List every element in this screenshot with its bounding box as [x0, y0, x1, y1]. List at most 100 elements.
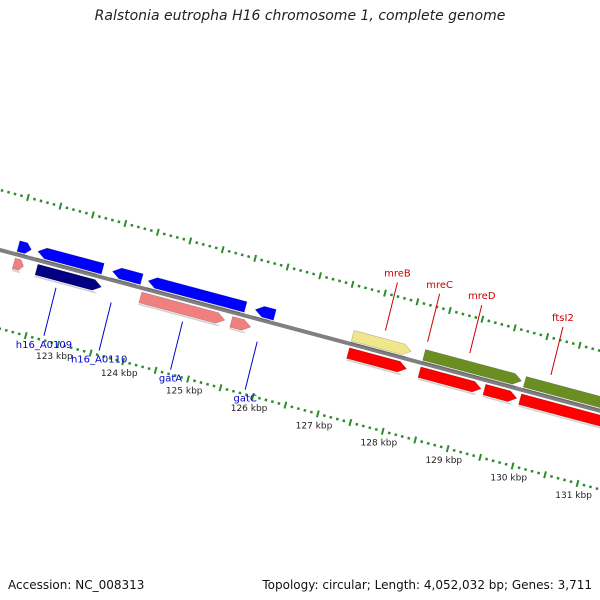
- tick-mark-inner: [69, 346, 73, 350]
- tick-mark-inner: [407, 436, 411, 440]
- tick-mark-inner: [160, 370, 164, 374]
- tick-mark-inner: [37, 337, 41, 341]
- tick-mark-inner: [128, 361, 132, 365]
- tick-mark-outer: [45, 201, 49, 205]
- gene-shadow: [16, 252, 28, 257]
- kbp-label: 129 kbp: [425, 456, 462, 466]
- tick-mark-outer: [474, 315, 478, 319]
- tick-mark-inner: [595, 487, 599, 491]
- tick-mark-inner: [218, 384, 223, 392]
- tick-mark-inner: [88, 349, 93, 357]
- tick-mark-outer: [58, 202, 63, 210]
- tick-mark-inner: [498, 461, 502, 465]
- tick-mark-outer: [52, 202, 56, 206]
- tick-mark-inner: [465, 452, 469, 456]
- tick-mark-outer: [84, 211, 88, 215]
- tick-mark-outer: [565, 340, 569, 344]
- tick-mark-outer: [512, 324, 517, 332]
- tick-mark-outer: [558, 338, 562, 342]
- tick-mark-outer: [39, 199, 43, 203]
- gene-label: gatA: [159, 374, 182, 385]
- gene-label: h16_A0110: [71, 355, 127, 366]
- tick-mark-inner: [264, 398, 268, 402]
- tick-mark-inner: [400, 434, 404, 438]
- gene-shadow: [110, 277, 137, 286]
- tick-mark-outer: [389, 293, 394, 297]
- gene-arrow: [11, 257, 24, 271]
- gene-shadow: [417, 378, 476, 396]
- tick-mark-outer: [220, 245, 225, 254]
- tick-mark-inner: [173, 374, 177, 378]
- tick-mark-outer: [104, 216, 108, 220]
- gene-arrow: [111, 267, 144, 285]
- gene-leader-line: [469, 304, 483, 354]
- kbp-label: 128 kbp: [361, 439, 398, 449]
- gene-leader-line: [384, 282, 398, 331]
- tick-mark-inner: [238, 391, 242, 395]
- kbp-label: 130 kbp: [490, 474, 527, 484]
- tick-layer: [0, 188, 600, 491]
- tick-mark-outer: [292, 267, 296, 271]
- gene-label: mreD: [468, 291, 496, 302]
- tick-mark-inner: [374, 427, 378, 432]
- tick-mark-outer: [78, 209, 82, 213]
- gene-arrow: [37, 247, 105, 275]
- tick-mark-inner: [530, 469, 534, 473]
- tick-mark-inner: [303, 408, 307, 412]
- tick-mark-inner: [290, 405, 294, 409]
- tick-mark-inner: [543, 471, 547, 479]
- tick-mark-outer: [169, 234, 173, 238]
- tick-mark-inner: [43, 339, 47, 343]
- gene-leader-line: [427, 293, 441, 342]
- tick-mark-outer: [188, 237, 193, 245]
- tick-mark-inner: [102, 354, 106, 358]
- tick-mark-inner: [23, 331, 28, 340]
- tick-mark-inner: [244, 393, 248, 397]
- kbp-label: 123 kbp: [36, 352, 73, 362]
- tick-mark-inner: [433, 443, 437, 447]
- gene-arrow: [34, 263, 102, 291]
- tick-mark-outer: [240, 253, 244, 257]
- tick-mark-outer: [344, 281, 348, 285]
- tick-mark-outer: [155, 228, 160, 236]
- tick-mark-outer: [591, 347, 595, 351]
- gene-leader-line: [550, 326, 564, 375]
- tick-mark-inner: [63, 344, 67, 348]
- tick-mark-outer: [577, 341, 582, 349]
- tick-mark-outer: [97, 215, 101, 219]
- kbp-label: 127 kbp: [296, 421, 333, 431]
- tick-mark-inner: [413, 436, 418, 444]
- tick-mark-inner: [491, 459, 495, 463]
- tick-mark-outer: [0, 188, 4, 193]
- topology-text: Topology: circular; Length: 4,052,032 bp…: [262, 578, 592, 592]
- tick-mark-outer: [279, 263, 283, 267]
- tick-mark-outer: [552, 336, 556, 340]
- tick-mark-outer: [571, 342, 575, 346]
- gene-shadow: [34, 275, 96, 294]
- tick-mark-inner: [4, 328, 8, 332]
- tick-mark-outer: [480, 315, 485, 323]
- tick-mark-inner: [141, 365, 145, 369]
- kbp-label: 126 kbp: [231, 404, 268, 414]
- tick-mark-inner: [180, 375, 184, 379]
- backbone-layer: [0, 247, 600, 413]
- gene-shadow: [522, 387, 600, 410]
- tick-mark-outer: [409, 298, 413, 302]
- tick-mark-outer: [526, 329, 530, 333]
- tick-mark-outer: [201, 242, 205, 246]
- tick-mark-inner: [205, 382, 210, 386]
- tick-mark-outer: [415, 298, 420, 306]
- tick-mark-outer: [500, 322, 504, 326]
- tick-mark-inner: [485, 457, 489, 461]
- gene-arrow: [518, 393, 600, 427]
- tick-mark-inner: [231, 389, 236, 393]
- gene-arrow: [229, 316, 252, 331]
- tick-mark-outer: [26, 193, 30, 202]
- gene-shadow: [350, 341, 406, 358]
- tick-mark-inner: [108, 356, 112, 360]
- tick-mark-inner: [50, 341, 54, 345]
- tick-mark-inner: [322, 414, 326, 418]
- tick-mark-outer: [6, 190, 11, 194]
- feature-layer: [11, 240, 600, 429]
- gene-shadow: [346, 359, 401, 376]
